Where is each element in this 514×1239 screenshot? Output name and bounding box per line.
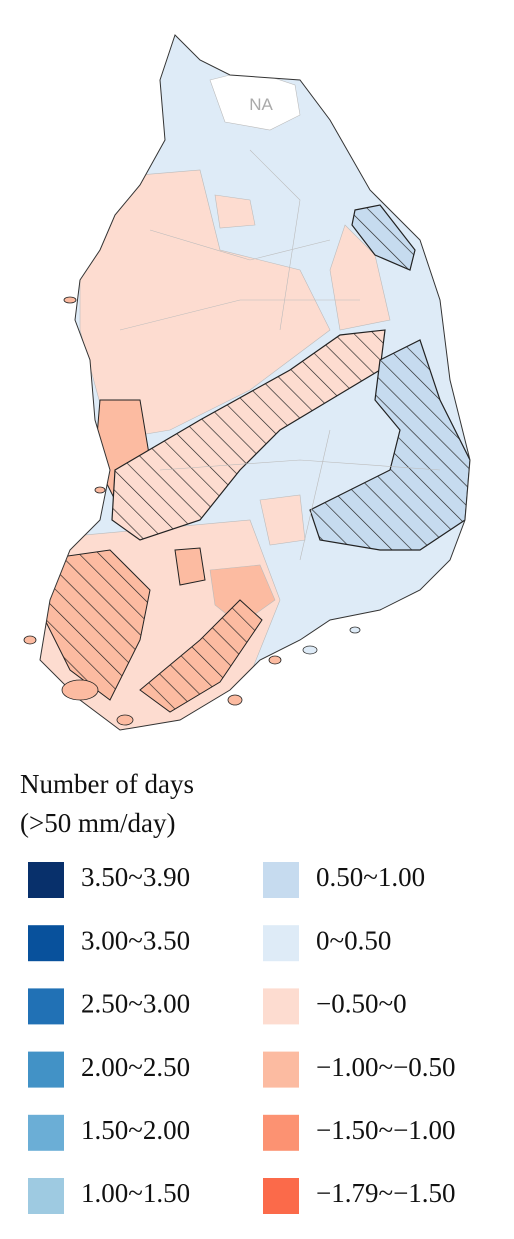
region-hatch xyxy=(112,330,385,540)
region xyxy=(214,194,256,229)
region xyxy=(209,564,276,626)
map: NA xyxy=(23,34,471,731)
legend-label: 2.50~3.00 xyxy=(81,989,190,1019)
region-hatch xyxy=(140,600,262,712)
coastline xyxy=(39,34,471,731)
island xyxy=(23,635,37,645)
island xyxy=(227,694,243,706)
legend-label: 3.00~3.50 xyxy=(81,925,190,955)
legend-swatch xyxy=(28,1178,64,1214)
legend-swatch xyxy=(28,1051,64,1088)
region-hatch xyxy=(310,340,470,550)
boundary xyxy=(119,149,441,561)
legend-swatch xyxy=(28,925,64,962)
legend-label: −1.00~−0.50 xyxy=(316,1052,456,1082)
legend-label: −1.79~−1.50 xyxy=(316,1178,456,1208)
na-label: NA xyxy=(249,95,273,114)
legend-label: 0~0.50 xyxy=(316,925,391,955)
region xyxy=(174,547,206,586)
island xyxy=(94,486,106,494)
legend-label: −1.50~−1.00 xyxy=(316,1115,456,1145)
islands xyxy=(23,296,282,726)
legend-label: −0.50~0 xyxy=(316,989,407,1019)
legend-swatch xyxy=(263,862,299,898)
legend-swatch xyxy=(28,1114,64,1151)
region xyxy=(259,494,306,546)
island xyxy=(61,679,99,701)
legend-swatch xyxy=(28,988,64,1025)
region xyxy=(79,169,331,441)
island xyxy=(349,626,361,634)
legend-label: 1.50~2.00 xyxy=(81,1115,190,1145)
legend-swatch xyxy=(263,1114,299,1151)
legend-label: 3.50~3.90 xyxy=(81,862,190,892)
legend-title: Number of days xyxy=(20,769,194,799)
legend-swatch xyxy=(28,862,64,898)
islands xyxy=(302,626,361,655)
legend-swatch xyxy=(263,925,299,962)
region xyxy=(329,224,391,331)
legend-label: 0.50~1.00 xyxy=(316,862,425,892)
island xyxy=(116,714,134,726)
legend-swatch xyxy=(263,1051,299,1088)
island xyxy=(63,296,77,304)
island xyxy=(268,655,282,665)
island xyxy=(302,645,318,655)
region-hatch xyxy=(40,550,150,700)
legend-label: 1.00~1.50 xyxy=(81,1178,190,1208)
legend-label: 2.00~2.50 xyxy=(81,1052,190,1082)
legend-swatch xyxy=(263,988,299,1025)
region-hatch xyxy=(352,205,415,270)
legend-subtitle: (>50 mm/day) xyxy=(20,808,175,838)
legend-swatch xyxy=(263,1178,299,1214)
